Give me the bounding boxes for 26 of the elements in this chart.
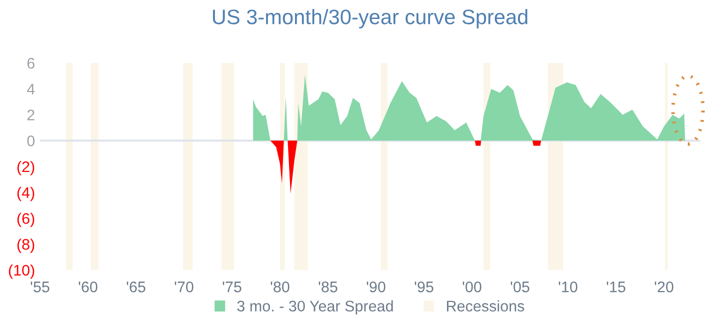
x-tick-label: '70 bbox=[174, 282, 194, 292]
x-tick-label: '95 bbox=[414, 282, 434, 292]
x-tick-label: '20 bbox=[654, 282, 674, 292]
x-tick-label: '10 bbox=[558, 282, 578, 292]
legend-label: 3 mo. - 30 Year Spread bbox=[237, 300, 393, 315]
x-tick-label: '65 bbox=[126, 282, 146, 292]
y-tick-label: (10) bbox=[8, 264, 34, 279]
x-tick-label: '05 bbox=[510, 282, 530, 292]
legend-label: Recessions bbox=[447, 300, 524, 312]
x-tick-label: '80 bbox=[270, 282, 290, 292]
y-tick-label: (2) bbox=[17, 160, 34, 176]
x-tick-label: '90 bbox=[366, 282, 386, 292]
y-tick-label: 2 bbox=[27, 110, 34, 120]
y-tick-label: (6) bbox=[17, 212, 34, 227]
y-tick-label: 6 bbox=[27, 58, 34, 69]
x-tick-label: '75 bbox=[222, 282, 242, 292]
x-tick-label: '85 bbox=[318, 282, 338, 292]
x-tick-label: '60 bbox=[78, 282, 98, 292]
y-tick-label: 4 bbox=[26, 84, 35, 94]
y-tick-label: (4) bbox=[17, 186, 34, 202]
x-tick-label: '55 bbox=[30, 282, 50, 292]
y-tick-label: 0 bbox=[27, 135, 35, 146]
chart-title: US 3-month/30-year curve Spread bbox=[212, 9, 528, 28]
y-tick-label: (8) bbox=[17, 238, 34, 253]
x-tick-label: '00 bbox=[462, 282, 482, 292]
x-tick-label: '15 bbox=[606, 282, 626, 292]
